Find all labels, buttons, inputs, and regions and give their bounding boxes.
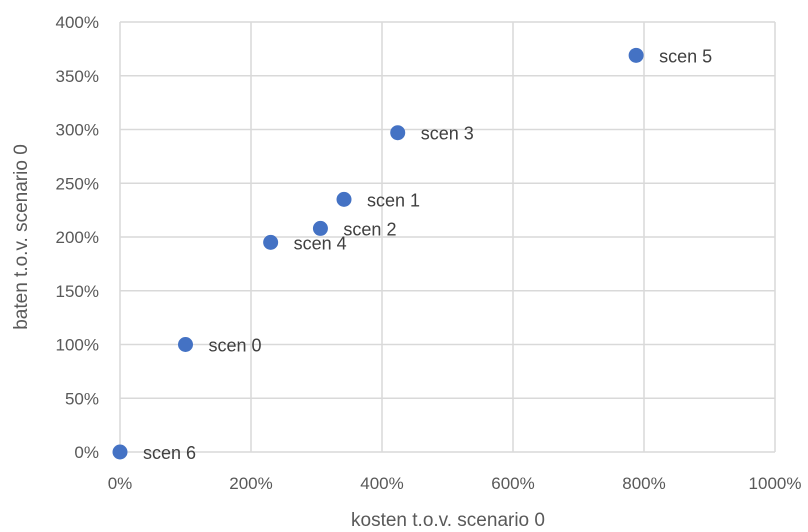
x-tick-label: 400% xyxy=(360,474,403,493)
y-tick-label: 250% xyxy=(56,174,99,193)
data-point-label: scen 3 xyxy=(421,124,474,144)
x-tick-label: 200% xyxy=(229,474,272,493)
y-tick-label: 300% xyxy=(56,121,99,140)
data-point xyxy=(112,444,128,460)
gridlines xyxy=(119,21,776,453)
data-point xyxy=(312,220,328,236)
data-point xyxy=(178,337,193,352)
x-axis-ticks: 0% 200% 400% 600% 800% 1000% xyxy=(108,474,802,493)
y-tick-label: 50% xyxy=(65,389,99,408)
y-tick-label: 100% xyxy=(56,336,99,355)
data-point xyxy=(628,47,644,63)
y-tick-label: 400% xyxy=(56,13,99,32)
x-tick-label: 1000% xyxy=(749,474,802,493)
data-labels: scen 0 scen 1 scen 2 scen 3 scen 4 scen 5 scen… xyxy=(143,46,712,463)
x-axis-title: kosten t.o.v. scenario 0 xyxy=(351,510,545,531)
x-tick-label: 0% xyxy=(108,474,133,493)
x-tick-label: 600% xyxy=(491,474,534,493)
x-tick-label: 800% xyxy=(622,474,665,493)
y-tick-label: 0% xyxy=(74,443,99,462)
y-tick-label: 200% xyxy=(56,228,99,247)
data-point-label: scen 2 xyxy=(343,219,396,239)
data-point-label: scen 5 xyxy=(659,46,712,66)
data-point-label: scen 6 xyxy=(143,443,196,463)
data-point xyxy=(390,125,406,141)
data-point-label: scen 4 xyxy=(294,233,347,253)
data-point xyxy=(263,234,279,250)
y-axis-title: baten t.o.v. scenario 0 xyxy=(11,144,32,330)
data-point xyxy=(336,191,352,207)
data-points xyxy=(112,47,644,460)
data-point-label: scen 1 xyxy=(367,190,420,210)
y-axis-ticks: 0% 50% 100% 150% 200% 250% 300% 350% 400% xyxy=(56,13,99,462)
y-tick-label: 350% xyxy=(56,67,99,86)
data-point-label: scen 0 xyxy=(209,336,262,356)
y-tick-label: 150% xyxy=(56,282,99,301)
